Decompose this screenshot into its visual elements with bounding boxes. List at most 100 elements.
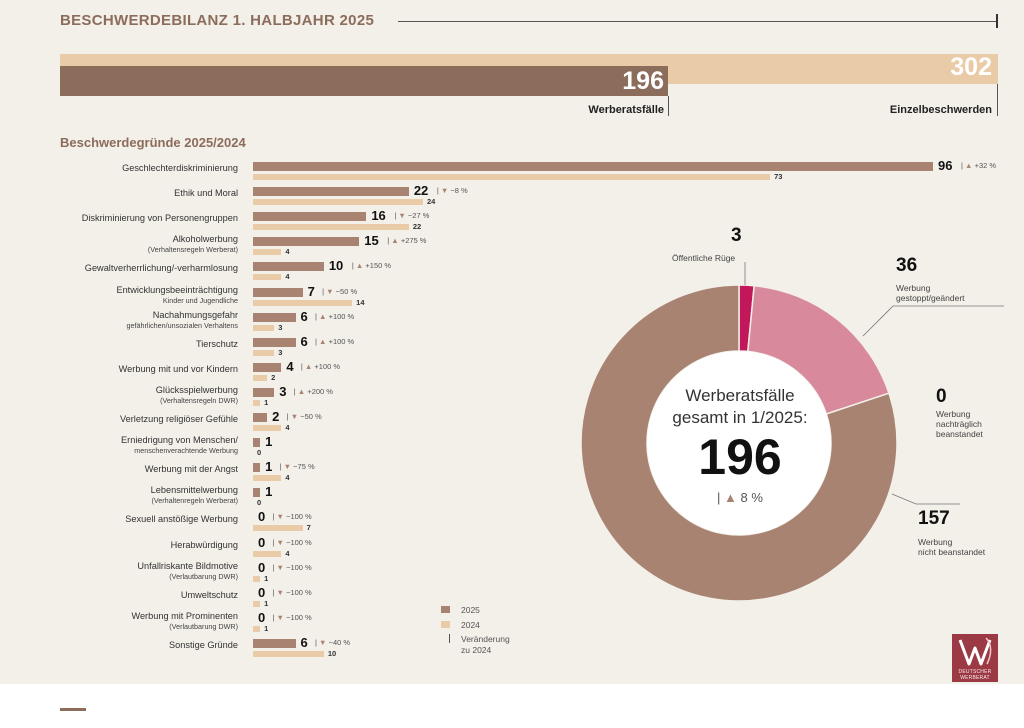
category-label: Lebensmittelwerbung (Verhaltenregeln Werb… xyxy=(40,485,238,505)
donut-center-value: 196 xyxy=(698,429,782,485)
value-2025: 10 xyxy=(328,258,344,273)
value-2024: 0 xyxy=(257,448,262,457)
category-label: Werbung mit Prominenten (Verlautbarung DW… xyxy=(40,611,238,631)
bar-2024 xyxy=(253,525,303,531)
category-label-text: Werbung mit Prominenten xyxy=(131,611,238,621)
category-label-text: Lebensmittelwerbung xyxy=(150,485,238,495)
change-separator: | xyxy=(286,412,291,421)
change-value: −50 % xyxy=(335,287,358,296)
bar-2024 xyxy=(253,199,423,205)
bar-2025 xyxy=(253,438,261,447)
einzelbeschwerden-tick xyxy=(997,84,998,116)
change-indicator: | ▼ −100 % xyxy=(273,613,312,622)
category-label-text: Diskriminierung von Personengruppen xyxy=(81,213,238,223)
logo-text-line2: WERBERAT xyxy=(960,674,990,681)
category-sublabel: (Verlautbarung DWR) xyxy=(169,572,238,581)
category-sublabel: (Verlautbarung DWR) xyxy=(169,622,238,631)
value-2025: 0 xyxy=(258,585,266,600)
bar-2024 xyxy=(253,375,268,381)
bar-2024 xyxy=(253,551,282,557)
category-label-text: Herabwürdigung xyxy=(170,540,238,550)
change-indicator: | ▼ −40 % xyxy=(315,638,350,647)
bar-2025 xyxy=(253,388,275,397)
value-2024: 4 xyxy=(285,549,290,558)
down-triangle-icon: ▼ xyxy=(276,588,284,597)
value-2025: 1 xyxy=(265,484,273,499)
bar-2025 xyxy=(253,488,261,497)
legend-swatch-2024 xyxy=(441,621,450,628)
value-2024: 4 xyxy=(285,473,290,482)
section-title: Beschwerdegründe 2025/2024 xyxy=(60,135,246,150)
category-label: Herabwürdigung xyxy=(40,540,238,551)
value-2024: 14 xyxy=(356,298,365,307)
change-indicator: | ▼ −100 % xyxy=(273,538,312,547)
change-value: −27 % xyxy=(407,211,430,220)
bar-2025 xyxy=(253,288,303,297)
value-2024: 3 xyxy=(278,323,283,332)
slice-label-nicht-beanstandet-line2: nicht beanstandet xyxy=(918,547,986,557)
value-2025: 0 xyxy=(258,535,266,550)
value-2024: 22 xyxy=(412,222,422,231)
change-separator: | xyxy=(394,211,399,220)
change-indicator: | ▲ +275 % xyxy=(387,236,426,245)
category-label-text: Nachahmungsgefahr xyxy=(152,310,238,320)
value-2024: 10 xyxy=(327,649,337,658)
change-separator: | xyxy=(272,538,277,547)
bar-2025 xyxy=(253,262,324,271)
werberatsfaelle-bar xyxy=(60,66,668,96)
category-sublabel: (Verhaltenregeln Werberat) xyxy=(151,496,238,505)
slice-value-nachtraeglich: 0 xyxy=(936,386,947,407)
bar-row: Sexuell anstößige Werbung 0 | ▼ −100 % 7 xyxy=(0,509,1024,537)
change-separator: | xyxy=(436,186,441,195)
bar-2025 xyxy=(253,313,296,322)
value-2024: 4 xyxy=(285,247,290,256)
leader-line-nicht-beanstandet xyxy=(891,493,960,505)
change-value: −100 % xyxy=(286,613,312,622)
title-rule-end xyxy=(996,14,998,28)
category-label-text: Alkoholwerbung xyxy=(172,234,238,244)
bar-2024 xyxy=(253,425,282,431)
value-2025: 22 xyxy=(413,183,429,198)
value-2024: 3 xyxy=(278,348,283,357)
category-label: Sonstige Gründe xyxy=(40,640,238,651)
category-label-text: Erniedrigung von Menschen/ xyxy=(121,435,238,445)
change-indicator: | ▼ −50 % xyxy=(322,287,357,296)
bar-2024 xyxy=(253,626,261,632)
change-separator: | xyxy=(300,362,305,371)
legend-label-2024: 2024 xyxy=(461,620,480,630)
down-triangle-icon: ▼ xyxy=(440,186,449,195)
category-label: Verletzung religiöser Gefühle xyxy=(40,414,238,425)
bar-row: Alkoholwerbung (Verhaltensregeln Werberat… xyxy=(0,233,1024,261)
legend-change-marker xyxy=(449,634,450,643)
category-sublabel: (Verhaltensregeln DWR) xyxy=(160,396,238,405)
change-indicator: | ▲ +200 % xyxy=(294,387,333,396)
up-triangle-icon: ▲ xyxy=(297,387,306,396)
category-label-text: Ethik und Moral xyxy=(174,188,238,198)
bar-row: Erniedrigung von Menschen/menschenverach… xyxy=(0,434,1024,462)
change-value: +100 % xyxy=(328,312,355,321)
bar-row: Nachahmungsgefahr gefährlichen/unsozialen… xyxy=(0,309,1024,337)
value-2025: 96 xyxy=(938,158,953,173)
bar-2024 xyxy=(253,651,324,657)
category-label-text: Sonstige Gründe xyxy=(169,640,238,650)
change-separator: | xyxy=(272,613,277,622)
change-indicator: | ▼ −100 % xyxy=(273,588,312,597)
value-2025: 3 xyxy=(279,384,287,399)
value-2024: 4 xyxy=(285,272,290,281)
slice-label-nachtraeglich-line3: beanstandet xyxy=(936,429,983,439)
value-2024: 1 xyxy=(264,599,269,608)
category-sublabel: (Verhaltensregeln Werberat) xyxy=(147,245,238,254)
category-label: Alkoholwerbung (Verhaltensregeln Werberat… xyxy=(40,234,238,254)
down-triangle-icon: ▼ xyxy=(398,211,406,220)
legend-label-2025: 2025 xyxy=(461,605,480,615)
bar-row: Unfallriskante Bildmotive (Verlautbarung … xyxy=(0,560,1024,588)
category-label-text: Tierschutz xyxy=(195,339,238,349)
change-value: +150 % xyxy=(365,261,392,270)
value-2025: 6 xyxy=(300,309,308,324)
donut-center-label-line2: gesamt in 1/2025: xyxy=(672,408,808,427)
bar-row: Verletzung religiöser Gefühle 2 | ▼ −50 % 4 xyxy=(0,409,1024,437)
change-indicator: | ▲ +100 % xyxy=(315,312,354,321)
change-value: −100 % xyxy=(286,538,312,547)
category-label: Entwicklungsbeeinträchtigung Kinder und J… xyxy=(40,285,238,305)
donut-center-label: Werberatsfälle gesamt in 1/2025: xyxy=(645,385,835,429)
